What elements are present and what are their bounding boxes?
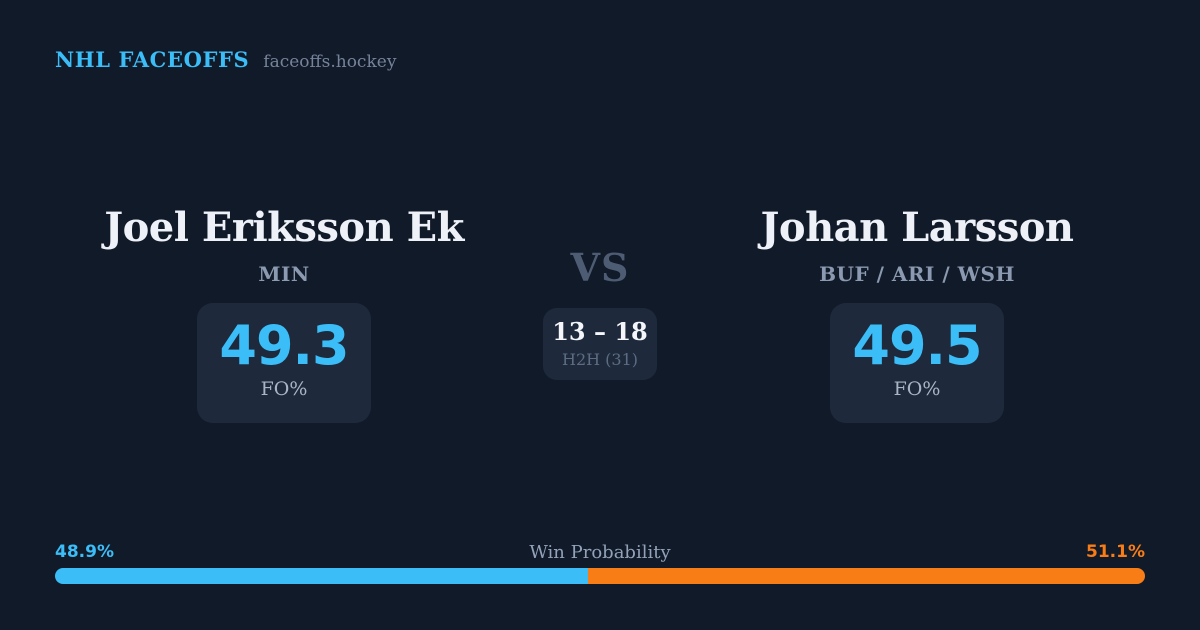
left-player-fo-value: 49.3 bbox=[219, 313, 349, 377]
win-probability-left-pct: 48.9% bbox=[55, 542, 114, 562]
win-probability-section: 48.9% Win Probability 51.1% bbox=[55, 541, 1145, 584]
h2h-label: H2H (31) bbox=[561, 350, 638, 369]
header: NHL FACEOFFS faceoffs.hockey bbox=[55, 47, 396, 72]
h2h-score: 13 – 18 bbox=[552, 317, 648, 346]
brand-title: NHL FACEOFFS bbox=[55, 47, 250, 72]
site-url: faceoffs.hockey bbox=[263, 52, 397, 72]
left-player-name: Joel Eriksson Ek bbox=[104, 204, 464, 251]
right-player-name: Johan Larsson bbox=[760, 204, 1074, 251]
win-probability-right-pct: 51.1% bbox=[1086, 542, 1145, 562]
right-player-fo-value: 49.5 bbox=[852, 313, 982, 377]
right-player-fo-label: FO% bbox=[893, 378, 941, 401]
vs-label: VS bbox=[570, 245, 630, 290]
left-player-column: Joel Eriksson Ek MIN 49.3 FO% bbox=[84, 204, 484, 423]
right-player-stat-card: 49.5 FO% bbox=[830, 302, 1004, 423]
win-probability-bar bbox=[55, 568, 1145, 584]
win-probability-bar-right-segment bbox=[588, 568, 1145, 584]
matchup-column: VS 13 – 18 H2H (31) bbox=[450, 249, 750, 380]
right-player-column: Johan Larsson BUF / ARI / WSH 49.5 FO% bbox=[717, 204, 1117, 423]
left-player-teams: MIN bbox=[258, 261, 310, 286]
right-player-teams: BUF / ARI / WSH bbox=[819, 261, 1015, 286]
win-probability-bar-left-segment bbox=[55, 568, 588, 584]
h2h-card: 13 – 18 H2H (31) bbox=[543, 308, 657, 380]
left-player-fo-label: FO% bbox=[260, 378, 308, 401]
left-player-stat-card: 49.3 FO% bbox=[197, 302, 371, 423]
win-probability-labels: 48.9% Win Probability 51.1% bbox=[55, 541, 1145, 564]
win-probability-title: Win Probability bbox=[529, 542, 671, 563]
